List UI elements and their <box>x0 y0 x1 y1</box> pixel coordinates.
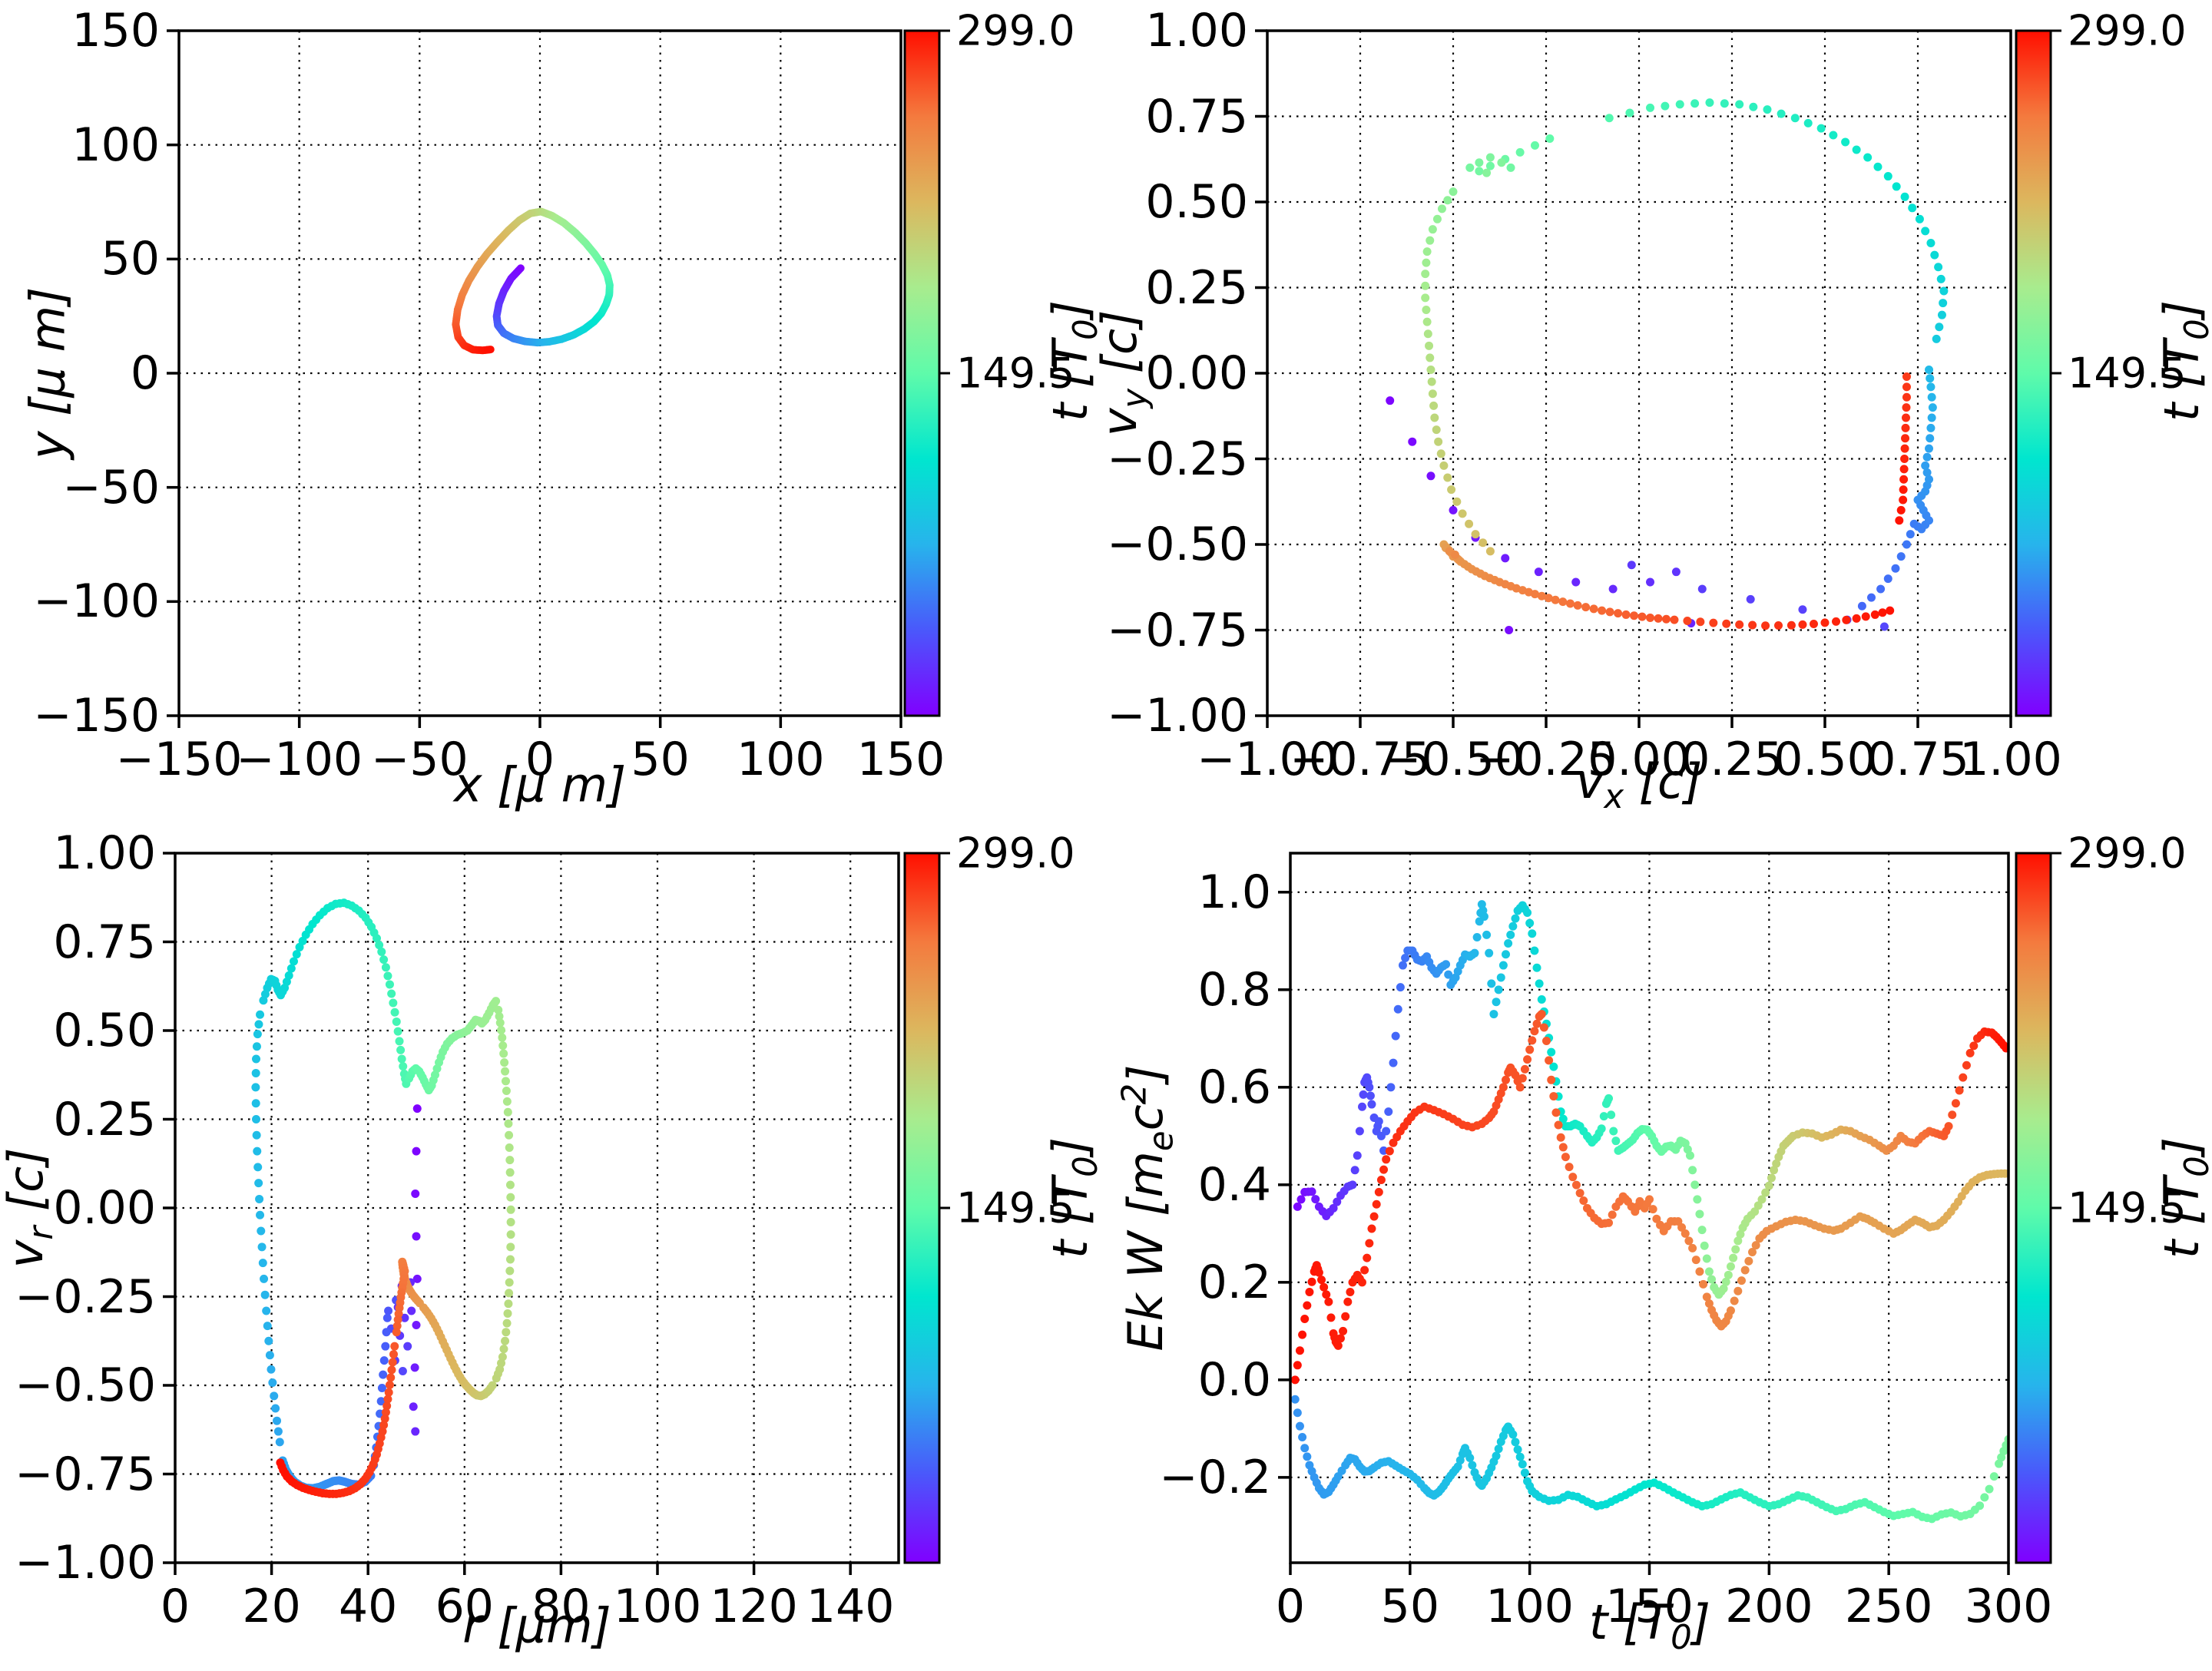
tick-label: 0.75 <box>53 915 156 969</box>
tick-label: 1.00 <box>1145 4 1248 58</box>
tick-label: 0.25 <box>1681 733 1783 786</box>
series-rvr <box>251 898 515 1498</box>
tick-label: 300 <box>1964 1580 2053 1633</box>
tick-label: −0.25 <box>1475 733 1617 786</box>
tick-label: 0 <box>525 733 555 786</box>
tick-label: −100 <box>236 733 363 786</box>
tick-label: 50 <box>631 733 690 786</box>
tick-label: 0.50 <box>53 1004 156 1057</box>
tick-label: −1.00 <box>15 1536 156 1590</box>
tick-label: 0.25 <box>1145 260 1248 315</box>
tick-label: 40 <box>339 1580 398 1633</box>
tick-label: −0.25 <box>15 1269 156 1324</box>
tick-label: 0.00 <box>1588 733 1690 786</box>
tick-label: −0.50 <box>15 1358 156 1412</box>
tick-label: −50 <box>62 460 160 515</box>
tick-label: 20 <box>242 1580 301 1633</box>
plot-rvr <box>163 852 950 1575</box>
tick-label: −0.25 <box>1107 432 1248 486</box>
tick-label: 149.5 <box>2068 1183 2187 1233</box>
tick-label: 250 <box>1844 1580 1933 1633</box>
tick-label: −150 <box>33 689 160 743</box>
tick-label: 0.2 <box>1197 1255 1271 1309</box>
tick-label: 299.0 <box>956 6 1075 55</box>
tick-label: 100 <box>71 117 160 172</box>
tick-label: 0 <box>130 346 160 400</box>
tick-label: 0 <box>160 1580 190 1633</box>
tick-label: 1.00 <box>1959 733 2062 786</box>
tick-label: −1.00 <box>1107 689 1248 743</box>
tick-label: 120 <box>710 1580 798 1633</box>
tick-label: 50 <box>101 232 160 286</box>
xy-xlabel: x [μ m] <box>453 756 627 813</box>
tick-label: 0.75 <box>1866 733 1969 786</box>
vxvy-xlabel: vx [c] <box>1575 753 1703 817</box>
tick-label: 0.8 <box>1197 962 1271 1017</box>
tick-label: 150 <box>1605 1580 1694 1633</box>
plot-xy <box>167 29 950 728</box>
tick-label: 0.25 <box>53 1092 156 1147</box>
tick-label: −0.75 <box>1107 603 1248 657</box>
series-vxvy <box>1386 98 1949 634</box>
tick-label: 299.0 <box>2068 829 2187 878</box>
tick-label: 0.00 <box>1145 346 1248 400</box>
tick-label: 150 <box>71 4 160 58</box>
series-ekw <box>1290 900 2008 1524</box>
tick-label: 140 <box>806 1580 895 1633</box>
tick-label: 0.50 <box>1773 733 1876 786</box>
tick-label: 149.5 <box>956 349 1075 398</box>
tick-label: −50 <box>371 733 469 786</box>
tick-label: 0.0 <box>1197 1352 1271 1407</box>
tick-label: 299.0 <box>956 829 1075 878</box>
tick-label: 200 <box>1725 1580 1813 1633</box>
tick-label: 299.0 <box>2068 6 2187 55</box>
tick-label: 149.5 <box>956 1183 1075 1233</box>
tick-label: 149.5 <box>2068 349 2187 398</box>
tick-label: 0.6 <box>1197 1060 1271 1114</box>
tick-label: −0.50 <box>1107 518 1248 571</box>
tick-label: −0.75 <box>1290 733 1431 786</box>
ekw-xlabel: t [T0] <box>1589 1593 1710 1658</box>
tick-label: −0.75 <box>15 1447 156 1501</box>
tick-label: 100 <box>737 733 825 786</box>
plot-vxvy <box>1255 29 2061 728</box>
tick-label: −0.50 <box>1382 733 1524 786</box>
tick-label: 0 <box>1275 1580 1306 1633</box>
tick-label: 0.00 <box>53 1181 156 1235</box>
tick-label: 100 <box>1485 1580 1574 1633</box>
tick-label: −100 <box>33 574 160 629</box>
tick-label: −0.2 <box>1159 1450 1271 1504</box>
tick-label: 0.50 <box>1145 175 1248 229</box>
tick-label: 0.4 <box>1197 1157 1271 1212</box>
tick-label: 1.0 <box>1197 865 1271 919</box>
plot-ekw <box>1278 852 2061 1575</box>
tick-label: 50 <box>1380 1580 1440 1633</box>
tick-label: 150 <box>856 733 945 786</box>
tick-label: −150 <box>115 733 243 786</box>
tick-label: 60 <box>435 1580 494 1633</box>
series-xy <box>452 207 614 355</box>
tick-label: 0.75 <box>1145 89 1248 144</box>
tick-label: 100 <box>613 1580 702 1633</box>
tick-label: 80 <box>531 1580 591 1633</box>
rvr-xlabel: r [μm] <box>462 1597 611 1654</box>
tick-label: −1.00 <box>1197 733 1338 786</box>
tick-label: 1.00 <box>53 826 156 880</box>
